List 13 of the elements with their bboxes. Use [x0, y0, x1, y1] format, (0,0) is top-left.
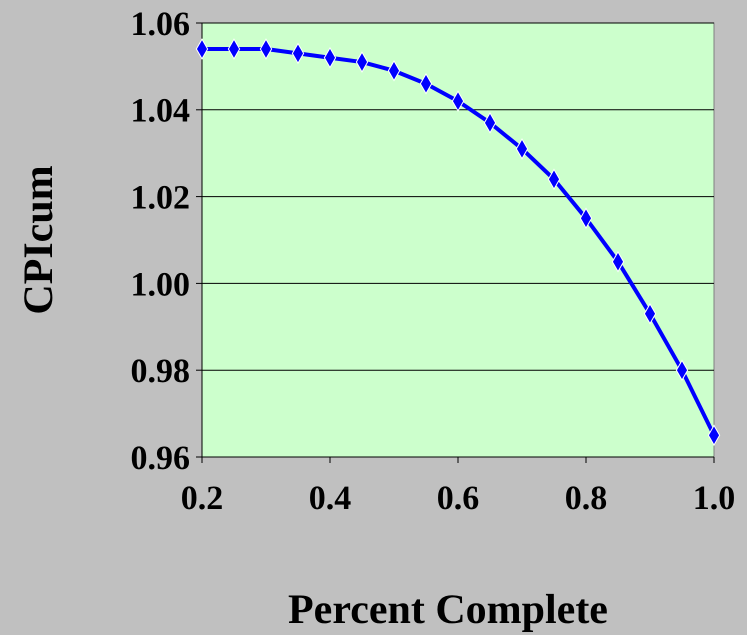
x-tick-label: 0.2	[180, 480, 224, 517]
x-tick-label: 0.8	[564, 480, 608, 517]
x-tick-label: 0.4	[308, 480, 352, 517]
x-axis-title: Percent Complete	[288, 587, 608, 633]
y-tick-label: 1.06	[130, 6, 190, 43]
y-tick-label: 1.04	[130, 92, 190, 130]
x-tick-label: 1.0	[692, 480, 736, 517]
x-tick-label: 0.6	[436, 480, 480, 517]
y-tick-label: 0.96	[130, 440, 190, 477]
y-tick-label: 0.98	[130, 353, 190, 390]
y-axis-title: CPIcum	[16, 165, 62, 315]
y-tick-label: 1.00	[130, 266, 190, 304]
y-tick-label: 1.02	[130, 180, 190, 216]
